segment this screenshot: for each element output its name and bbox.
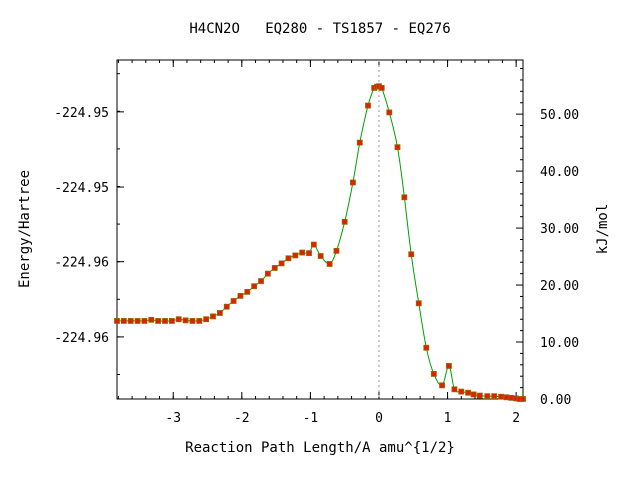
data-point bbox=[175, 316, 182, 323]
data-point bbox=[203, 316, 210, 323]
data-point bbox=[356, 139, 363, 146]
data-point bbox=[446, 363, 452, 369]
data-point bbox=[306, 250, 312, 257]
data-point bbox=[244, 288, 251, 295]
data-point bbox=[451, 386, 458, 393]
data-point bbox=[365, 102, 371, 109]
right-tick-label: 0.00 bbox=[540, 393, 571, 408]
data-point bbox=[127, 318, 134, 324]
data-point bbox=[230, 298, 237, 304]
data-point bbox=[120, 318, 127, 324]
right-y-axis-label: kJ/mol bbox=[595, 204, 611, 255]
left-tick-label: -224.95 bbox=[54, 181, 109, 196]
data-point bbox=[251, 283, 258, 290]
data-point bbox=[141, 318, 148, 324]
data-point bbox=[310, 241, 317, 248]
data-point bbox=[333, 247, 340, 254]
data-point bbox=[317, 253, 324, 259]
data-point bbox=[148, 316, 155, 323]
left-y-axis: -224.95 -224.95 -224.96 -224.96 bbox=[54, 73, 124, 376]
right-tick-label: 30.00 bbox=[540, 222, 579, 237]
data-point bbox=[470, 391, 477, 398]
right-tick-label: 10.00 bbox=[540, 336, 579, 351]
data-point bbox=[394, 144, 401, 151]
data-point bbox=[378, 85, 385, 91]
right-tick-label: 20.00 bbox=[540, 279, 579, 294]
data-point bbox=[182, 317, 189, 324]
data-point bbox=[326, 261, 333, 267]
left-tick-label: -224.96 bbox=[54, 256, 109, 271]
left-y-axis-label: Energy/Hartree bbox=[17, 170, 33, 288]
energy-data-points bbox=[114, 83, 526, 402]
data-point bbox=[155, 318, 162, 324]
data-point bbox=[216, 310, 223, 316]
data-point bbox=[168, 318, 175, 324]
data-point bbox=[189, 318, 196, 324]
data-point bbox=[503, 394, 510, 401]
data-point bbox=[210, 313, 216, 320]
chart-title: H4CN2O EQ280 - TS1857 - EQ276 bbox=[189, 21, 450, 37]
data-point bbox=[465, 389, 472, 396]
right-tick-label: 50.00 bbox=[540, 108, 579, 123]
data-point bbox=[350, 179, 356, 186]
data-point bbox=[134, 318, 141, 324]
data-point bbox=[408, 251, 415, 258]
plot-frame bbox=[116, 59, 524, 400]
data-point bbox=[264, 270, 271, 277]
data-point bbox=[223, 303, 230, 310]
data-point bbox=[162, 318, 168, 324]
data-point bbox=[386, 109, 393, 116]
data-point bbox=[292, 252, 299, 259]
x-tick-label: 2 bbox=[512, 411, 520, 426]
data-point bbox=[458, 388, 465, 395]
data-point bbox=[423, 344, 430, 351]
right-tick-label: 40.00 bbox=[540, 165, 579, 180]
data-point bbox=[341, 218, 348, 225]
data-point bbox=[114, 318, 120, 324]
x-tick-label: -3 bbox=[165, 411, 181, 426]
x-axis-label: Reaction Path Length/A amu^{1/2} bbox=[185, 440, 455, 456]
x-tick-label: 1 bbox=[444, 411, 452, 426]
data-point bbox=[285, 255, 292, 262]
left-tick-label: -224.96 bbox=[54, 331, 109, 346]
data-point bbox=[476, 392, 483, 399]
data-point bbox=[415, 300, 422, 307]
data-point bbox=[430, 371, 437, 377]
data-point bbox=[401, 194, 408, 201]
data-point bbox=[484, 393, 491, 400]
data-point bbox=[498, 393, 504, 400]
x-axis: -3 -2 -1 0 1 2 bbox=[117, 60, 520, 426]
energy-curve-line bbox=[117, 84, 524, 400]
data-point bbox=[271, 265, 278, 271]
data-point bbox=[508, 394, 515, 401]
data-point bbox=[258, 278, 264, 284]
x-tick-label: 0 bbox=[375, 411, 383, 426]
left-tick-label: -224.95 bbox=[54, 106, 109, 121]
data-point bbox=[520, 396, 526, 402]
x-tick-label: -2 bbox=[234, 411, 250, 426]
data-point bbox=[278, 260, 285, 267]
data-point bbox=[196, 318, 203, 324]
data-point bbox=[237, 292, 244, 299]
x-tick-label: -1 bbox=[303, 411, 319, 426]
data-point bbox=[439, 382, 445, 389]
right-y-axis: 0.00 10.00 20.00 30.00 40.00 50.00 bbox=[516, 68, 579, 408]
data-point bbox=[491, 393, 498, 400]
data-point bbox=[299, 249, 306, 256]
